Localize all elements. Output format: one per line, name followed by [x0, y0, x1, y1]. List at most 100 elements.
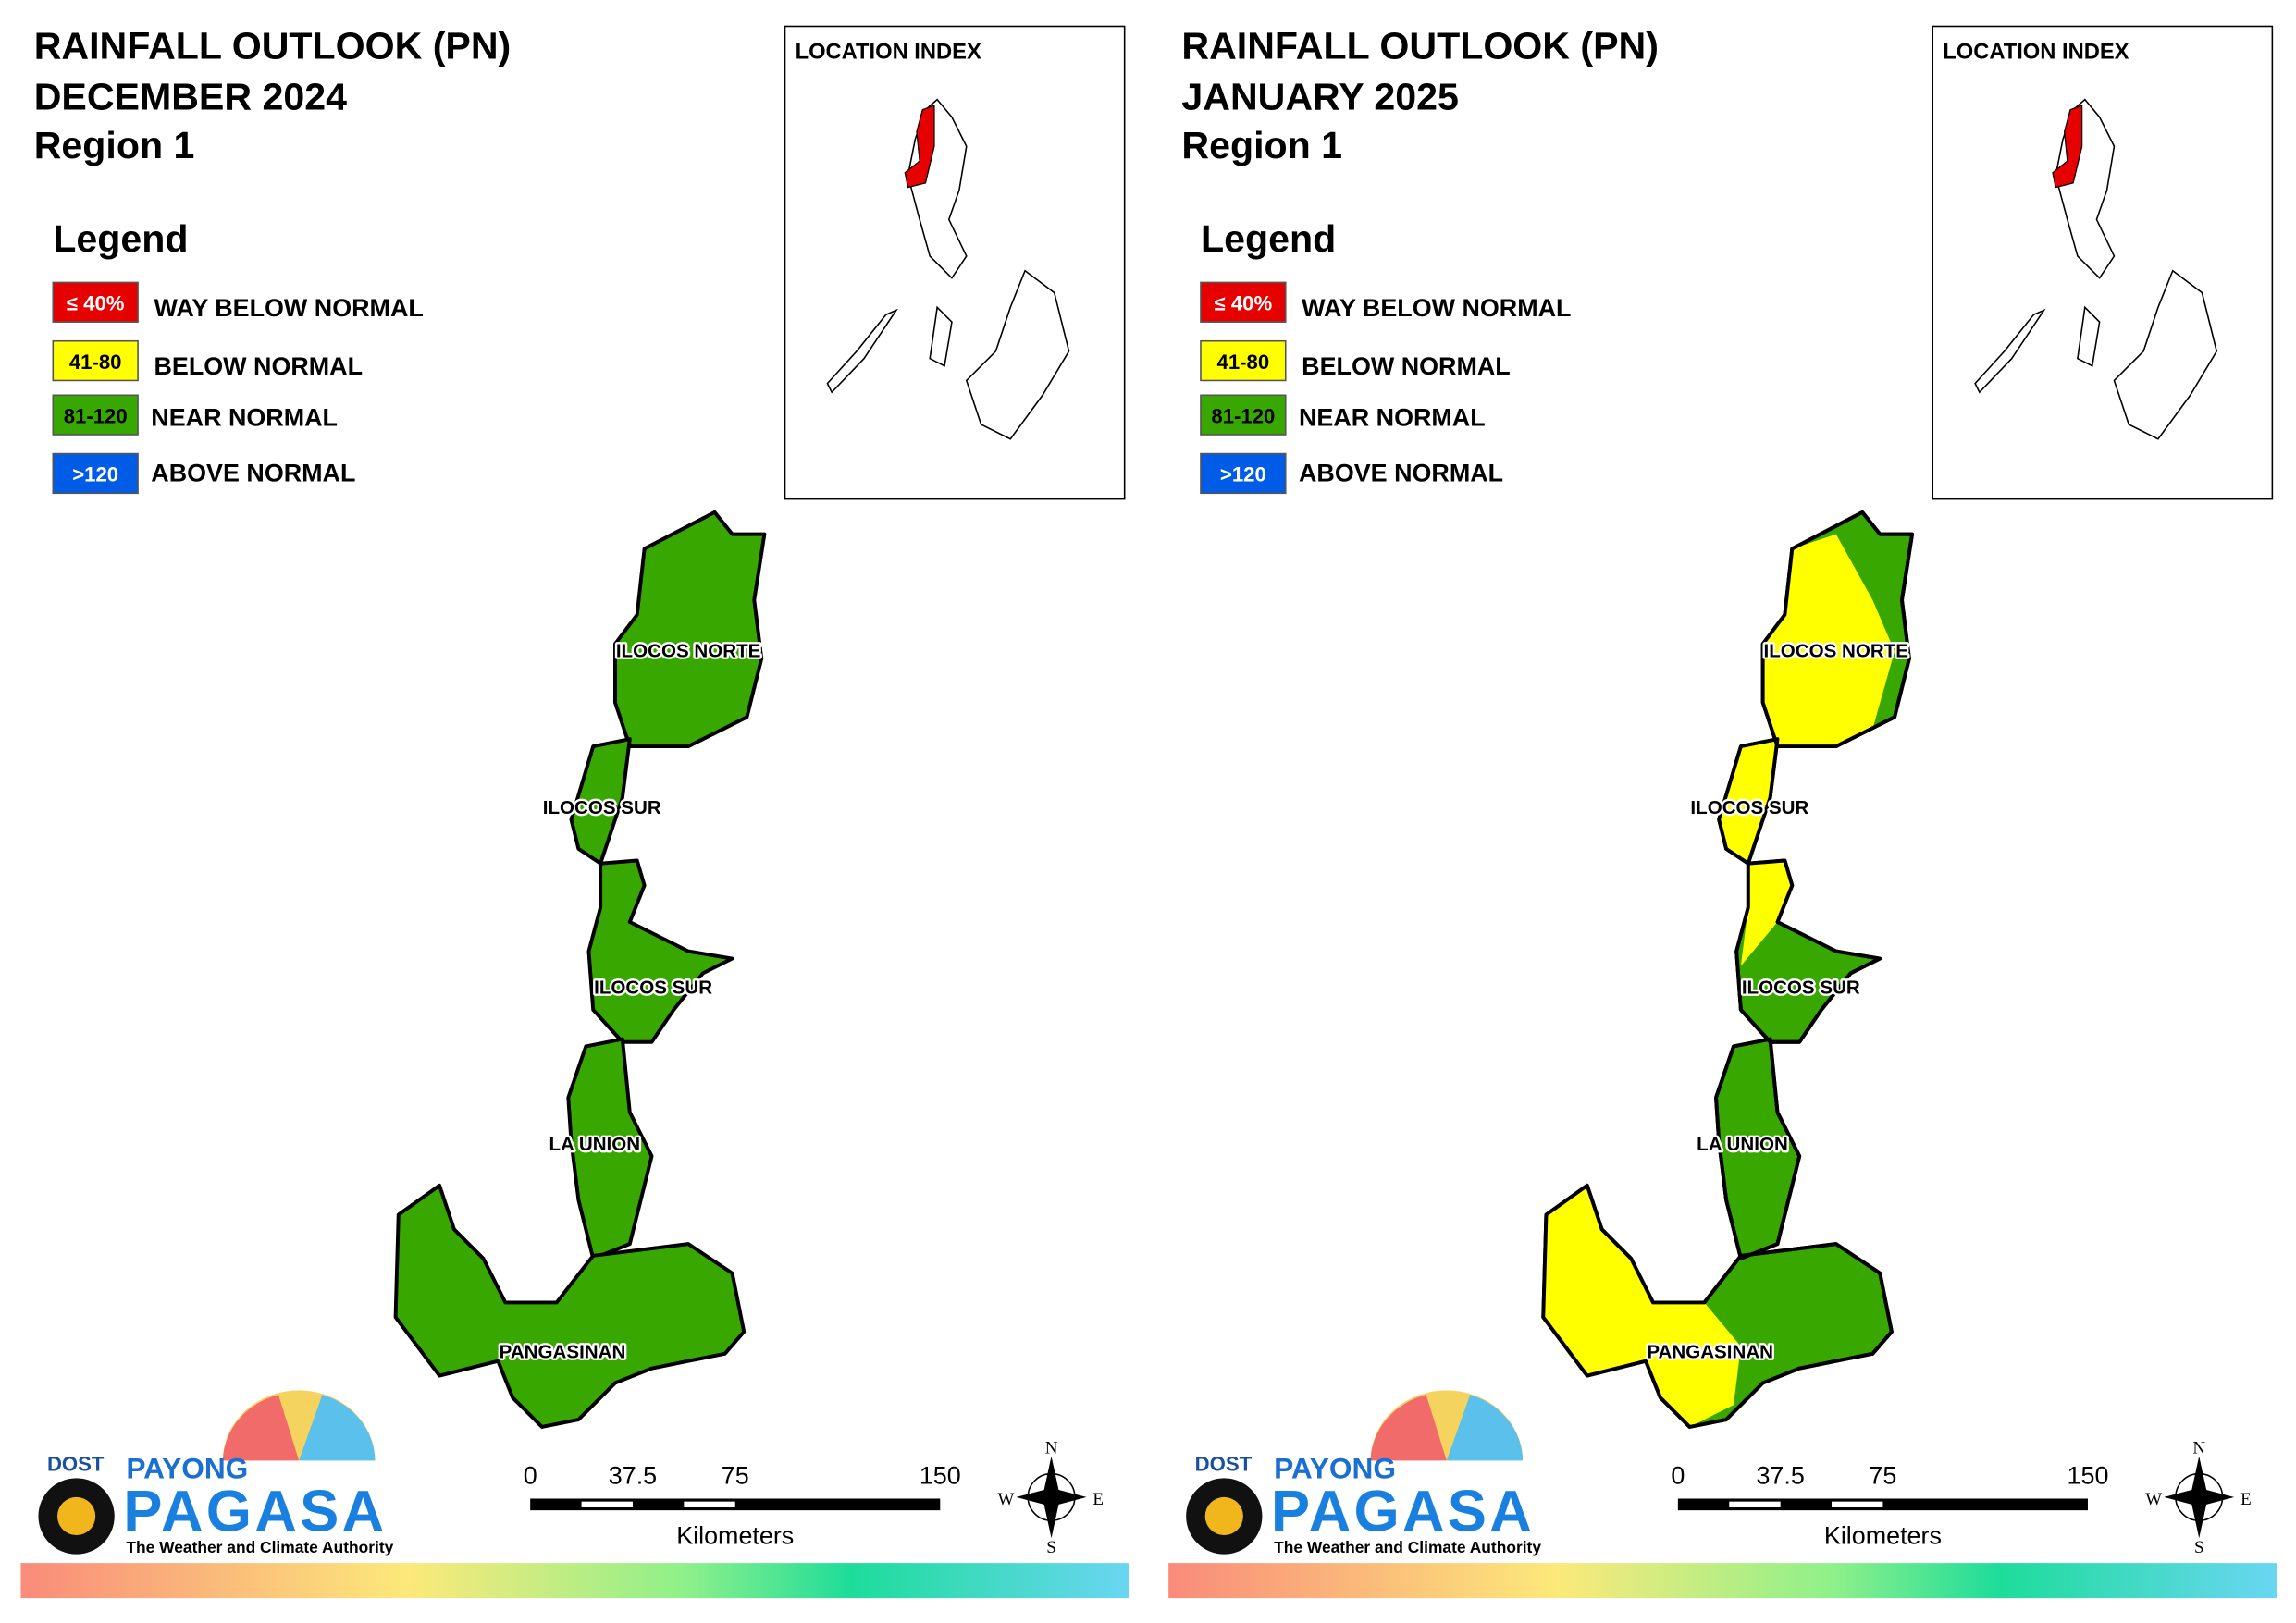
- region-map: ILOCOS NORTE ILOCOS SUR ILOCOS SUR LA UNION…: [1541, 510, 1915, 1429]
- province: [586, 858, 734, 1044]
- rainfall-zone: [1719, 739, 1778, 864]
- logo-brand: PAGASA: [123, 1479, 387, 1543]
- compass-letter: S: [1046, 1538, 1056, 1557]
- logo-brand: PAGASA: [1271, 1479, 1535, 1543]
- title-line: Region 1: [34, 124, 195, 166]
- province-border: [1734, 858, 1882, 1044]
- legend-range: 41-80: [69, 350, 122, 374]
- compass-letter: W: [998, 1490, 1015, 1509]
- legend-range: ≤ 40%: [67, 291, 125, 314]
- scale-label: 37.5: [609, 1462, 657, 1490]
- province-label: ILOCOS SUR: [594, 977, 712, 999]
- compass-letter: E: [2240, 1490, 2252, 1509]
- legend-swatch: [1200, 339, 1287, 382]
- island: [965, 269, 1070, 440]
- legend-label: BELOW NORMAL: [154, 352, 363, 380]
- island: [929, 305, 953, 367]
- logo-agency: DOST: [1195, 1452, 1253, 1475]
- province-label: ILOCOS SUR: [543, 797, 661, 818]
- compass-letter: W: [2145, 1490, 2162, 1509]
- logo-brand-top: PAYONG: [1274, 1451, 1396, 1484]
- legend-label: NEAR NORMAL: [151, 404, 338, 432]
- legend-label: WAY BELOW NORMAL: [154, 294, 423, 322]
- index-title: LOCATION INDEX: [1943, 40, 2129, 64]
- title-line: DECEMBER 2024: [34, 76, 347, 118]
- legend-range: ≤ 40%: [1215, 291, 1273, 314]
- scale-segment: [1832, 1501, 1883, 1507]
- umbrella-right: [1446, 1395, 1524, 1461]
- province-border: [1714, 1037, 1802, 1260]
- compass-star: [2164, 1456, 2235, 1539]
- legend-range: 81-120: [64, 404, 128, 427]
- legend-label: WAY BELOW NORMAL: [1302, 294, 1571, 322]
- region-highlight: [904, 105, 935, 189]
- scale-label: 37.5: [1756, 1462, 1804, 1490]
- province-label: ILOCOS SUR: [1690, 797, 1808, 818]
- scale-unit: Kilometers: [1824, 1522, 1942, 1550]
- province: [566, 1037, 654, 1260]
- logo-tagline: The Weather and Climate Authority: [126, 1538, 393, 1556]
- legend-swatch: [52, 394, 139, 436]
- scale-label: 0: [524, 1462, 537, 1490]
- province-border: [1760, 510, 1915, 749]
- compass-star: [1016, 1456, 1087, 1539]
- panel: RAINFALL OUTLOOK (PN) DECEMBER 2024 Region…: [20, 24, 1129, 1599]
- compass-letter: E: [1092, 1490, 1104, 1509]
- province-label: PANGASINAN: [1647, 1342, 1773, 1363]
- province-label: ILOCOS NORTE: [616, 641, 761, 662]
- province-border: [1541, 1183, 1894, 1429]
- compass-letter: N: [2192, 1438, 2205, 1457]
- umbrella-left: [222, 1395, 300, 1461]
- region-highlight: [2052, 105, 2083, 189]
- legend-range: 41-80: [1217, 350, 1270, 374]
- title-line: JANUARY 2025: [1181, 76, 1458, 118]
- scale-segment: [1729, 1501, 1781, 1507]
- legend-range: >120: [1220, 463, 1266, 486]
- scale-label: 150: [2068, 1462, 2109, 1490]
- compass-letter: S: [2194, 1538, 2204, 1557]
- province-label: ILOCOS NORTE: [1764, 641, 1909, 662]
- logo-agency: DOST: [47, 1452, 105, 1475]
- legend-label: BELOW NORMAL: [1302, 352, 1511, 380]
- color-band: [20, 1563, 1129, 1599]
- island: [826, 308, 898, 394]
- scale-segment: [684, 1501, 735, 1507]
- legend-title: Legend: [53, 217, 188, 260]
- location-index: LOCATION INDEX: [784, 25, 1126, 500]
- province: [612, 510, 767, 749]
- title-line: Region 1: [1181, 124, 1342, 166]
- location-index: LOCATION INDEX: [1932, 25, 2274, 500]
- province-label: LA UNION: [1697, 1134, 1788, 1155]
- legend-swatch: [1200, 452, 1287, 495]
- rainfall-zone: [1543, 1185, 1741, 1427]
- scale-label: 150: [920, 1462, 961, 1490]
- seal-inner: [1204, 1496, 1243, 1536]
- legend-swatch: [52, 339, 139, 382]
- island: [2113, 269, 2218, 440]
- province-label: LA UNION: [549, 1134, 640, 1155]
- umbrella-left: [1370, 1395, 1447, 1461]
- legend-swatch: [1200, 281, 1287, 323]
- rainfall-zone: [1762, 534, 1895, 747]
- logo-tagline: The Weather and Climate Authority: [1274, 1538, 1541, 1556]
- legend-title: Legend: [1201, 217, 1336, 260]
- legend-label: ABOVE NORMAL: [1299, 460, 1503, 487]
- umbrella-right: [299, 1395, 376, 1461]
- rainfall-zone: [1740, 860, 1793, 966]
- logo-brand-top: PAYONG: [126, 1451, 248, 1484]
- province-label: ILOCOS SUR: [1742, 977, 1860, 999]
- island: [1974, 308, 2046, 394]
- legend-swatch: [52, 452, 139, 495]
- color-band: [1168, 1563, 2277, 1599]
- province: [393, 1183, 747, 1429]
- title-line: RAINFALL OUTLOOK (PN): [34, 24, 512, 67]
- legend-label: ABOVE NORMAL: [151, 460, 355, 487]
- province-label: PANGASINAN: [500, 1342, 626, 1363]
- scale-label: 0: [1671, 1462, 1685, 1490]
- scale-label: 75: [722, 1462, 749, 1490]
- legend-label: NEAR NORMAL: [1299, 404, 1486, 432]
